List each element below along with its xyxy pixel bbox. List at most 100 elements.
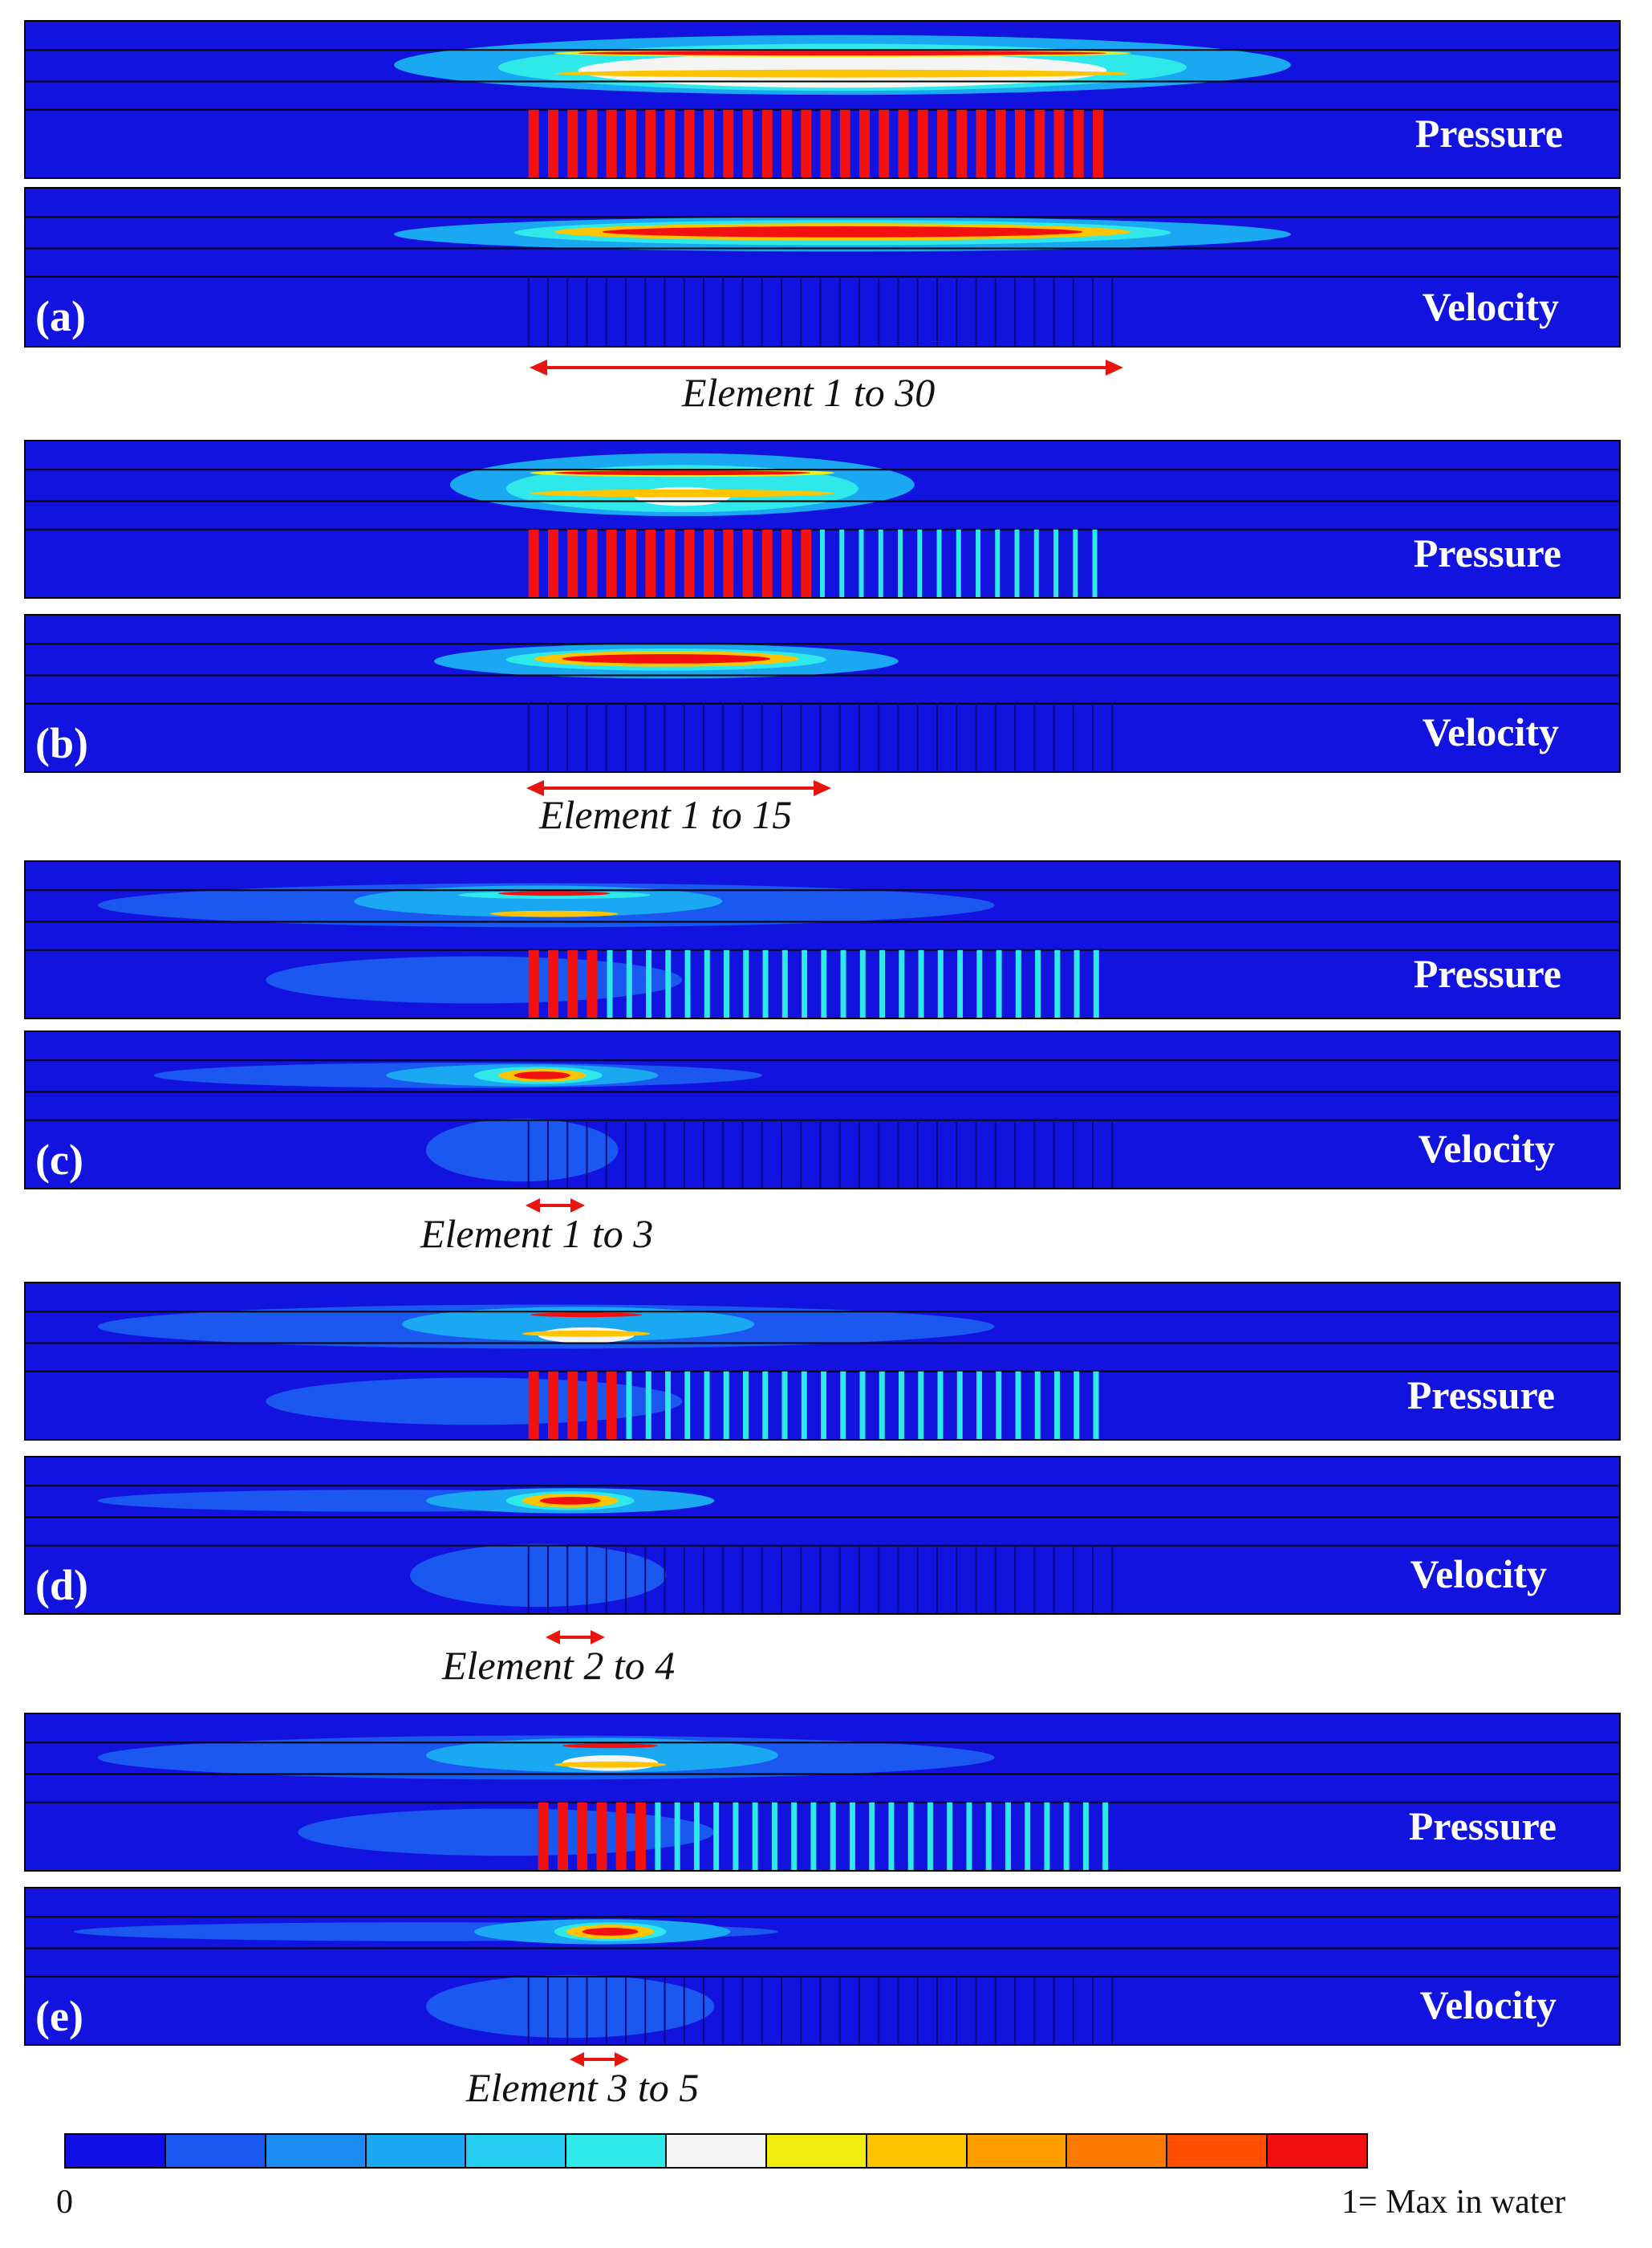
element-stripe — [1093, 1371, 1099, 1439]
velocity-element-grid-c — [527, 1120, 1114, 1188]
element-stripe — [1035, 949, 1041, 1018]
element-stripe — [1073, 529, 1078, 597]
element-stripe — [995, 109, 1006, 177]
velocity-element-grid-a — [527, 276, 1114, 346]
subfigure-label-e: (e) — [35, 1992, 83, 2040]
element-stripe — [820, 529, 825, 597]
element-stripe — [703, 109, 714, 177]
element-stripe — [1015, 949, 1021, 1018]
element-stripe — [703, 529, 714, 597]
element-stripe — [1093, 949, 1099, 1018]
element-stripe — [849, 1802, 855, 1870]
element-stripe — [761, 109, 773, 177]
element-stripe — [684, 949, 691, 1018]
element-stripe — [1033, 529, 1039, 597]
element-range-a: Element 1 to 30 — [530, 353, 1123, 425]
element-stripe — [713, 1802, 720, 1870]
element-stripe — [917, 109, 928, 177]
element-stripe — [587, 949, 598, 1018]
element-stripe — [976, 109, 987, 177]
pressure-panel-a: Pressure — [24, 20, 1621, 179]
colorbar-swatch — [165, 2135, 266, 2167]
element-range-label-c: Element 1 to 3 — [420, 1211, 654, 1256]
colorbar-swatch — [867, 2135, 968, 2167]
element-range-label-a: Element 1 to 30 — [682, 370, 936, 415]
element-stripe — [606, 109, 617, 177]
element-stripe — [567, 949, 578, 1018]
colorbar-swatch — [366, 2135, 467, 2167]
pressure-label-e: Pressure — [1408, 1803, 1557, 1848]
element-stripe — [830, 1802, 836, 1870]
element-stripe — [1015, 109, 1025, 177]
element-stripe — [626, 1371, 632, 1439]
element-stripe — [821, 949, 827, 1018]
pressure-element-stripes-e-idle — [655, 1802, 1109, 1870]
element-stripe — [781, 1371, 788, 1439]
element-stripe — [693, 1802, 700, 1870]
element-stripe — [840, 1371, 846, 1439]
element-stripe — [723, 109, 734, 177]
pressure-element-stripes-c-idle — [607, 949, 1099, 1018]
element-stripe — [742, 529, 753, 597]
colorbar-swatch — [566, 2135, 668, 2167]
element-stripe — [802, 949, 808, 1018]
element-stripe — [664, 529, 676, 597]
element-stripe — [625, 109, 636, 177]
element-stripe — [606, 529, 617, 597]
velocity-label-e: Velocity — [1419, 1982, 1557, 2027]
element-stripe — [918, 949, 924, 1018]
element-stripe — [704, 949, 710, 1018]
subfigure-label-a: (a) — [35, 292, 86, 340]
element-stripe — [1054, 949, 1061, 1018]
element-stripe — [596, 1802, 607, 1870]
element-stripe — [664, 109, 676, 177]
colorbar-swatch — [66, 2135, 166, 2167]
colorbar-swatch — [667, 2135, 767, 2167]
element-range-label-b: Element 1 to 15 — [539, 792, 793, 837]
element-stripe — [801, 109, 812, 177]
element-stripe — [985, 1802, 992, 1870]
element-stripe — [557, 1802, 568, 1870]
element-stripe — [1093, 109, 1103, 177]
element-stripe — [840, 949, 846, 1018]
element-stripe — [869, 1802, 875, 1870]
element-stripe — [547, 1371, 558, 1439]
element-stripe — [956, 109, 968, 177]
element-stripe — [859, 109, 870, 177]
element-stripe — [899, 1371, 904, 1439]
element-stripe — [859, 1371, 866, 1439]
element-stripe — [1074, 1371, 1080, 1439]
element-stripe — [957, 949, 964, 1018]
element-stripe — [1063, 1802, 1070, 1870]
velocity-element-grid-b — [527, 703, 1114, 771]
double-arrow-icon — [546, 1630, 605, 1644]
element-stripe — [625, 529, 636, 597]
element-stripe — [947, 1802, 953, 1870]
element-stripe — [674, 1802, 680, 1870]
colorbar-min-label: 0 — [56, 2184, 73, 2221]
element-stripe — [995, 529, 1001, 597]
colorbar-swatch — [266, 2135, 367, 2167]
element-stripe — [645, 109, 656, 177]
element-stripe — [724, 949, 730, 1018]
element-stripe — [626, 949, 632, 1018]
element-stripe — [1015, 1371, 1021, 1439]
colorbar-swatch — [1067, 2135, 1168, 2167]
pressure-element-stripes-b-idle — [820, 529, 1098, 597]
element-stripe — [936, 529, 942, 597]
element-stripe — [801, 529, 812, 597]
element-stripe — [888, 1802, 895, 1870]
element-stripe — [752, 1802, 758, 1870]
element-stripe — [917, 529, 923, 597]
element-stripe — [1054, 1371, 1061, 1439]
colorbar-swatch — [766, 2135, 867, 2167]
pressure-panel-e: Pressure — [24, 1713, 1621, 1872]
element-stripe — [761, 529, 773, 597]
double-arrow-icon — [526, 1198, 585, 1213]
element-stripe — [956, 529, 961, 597]
element-range-b: Element 1 to 15 — [526, 774, 831, 846]
element-stripe — [723, 1371, 729, 1439]
element-stripe — [976, 529, 981, 597]
element-stripe — [606, 1371, 617, 1439]
pressure-element-stripes-e-active — [538, 1802, 646, 1870]
